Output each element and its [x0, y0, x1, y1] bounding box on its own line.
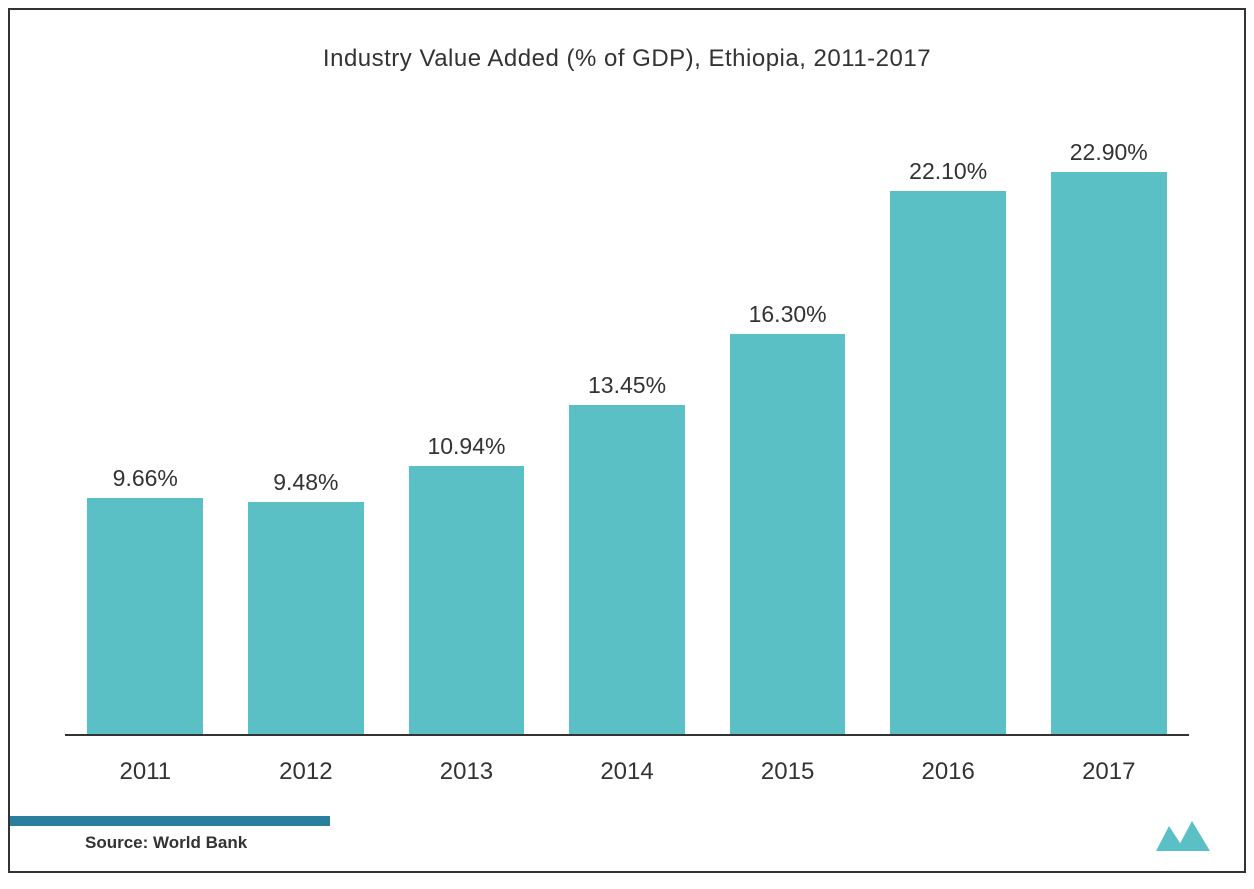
brand-logo [1154, 818, 1214, 853]
bar-group: 13.45% [547, 120, 708, 736]
bar-2012 [248, 502, 364, 736]
logo-icon [1154, 818, 1214, 853]
bars-wrapper: 9.66% 9.48% 10.94% 13.45% 16.30% 22.10% [65, 120, 1189, 736]
bar-2013 [409, 466, 525, 736]
x-axis [65, 734, 1189, 736]
bar-label: 22.10% [909, 158, 987, 185]
bar-2017 [1051, 172, 1167, 736]
source-text: Source: World Bank [85, 833, 247, 853]
x-label: 2016 [868, 758, 1029, 786]
x-label: 2012 [226, 758, 387, 786]
x-axis-labels: 2011 2012 2013 2014 2015 2016 2017 [65, 758, 1189, 786]
bar-label: 9.66% [113, 465, 178, 492]
bar-label: 9.48% [273, 469, 338, 496]
bar-2011 [87, 498, 203, 736]
bar-group: 22.90% [1028, 120, 1189, 736]
bar-label: 16.30% [749, 301, 827, 328]
x-label: 2017 [1028, 758, 1189, 786]
bar-2014 [569, 405, 685, 736]
bar-group: 16.30% [707, 120, 868, 736]
x-label: 2015 [707, 758, 868, 786]
bar-2015 [730, 334, 846, 736]
bar-group: 9.48% [226, 120, 387, 736]
bar-2016 [890, 191, 1006, 736]
bar-group: 10.94% [386, 120, 547, 736]
bar-label: 13.45% [588, 372, 666, 399]
x-label: 2014 [547, 758, 708, 786]
x-label: 2011 [65, 758, 226, 786]
x-label: 2013 [386, 758, 547, 786]
bar-label: 10.94% [427, 433, 505, 460]
chart-container: Industry Value Added (% of GDP), Ethiopi… [8, 8, 1246, 873]
bar-group: 22.10% [868, 120, 1029, 736]
footer-accent-bar [10, 816, 330, 826]
plot-area: 9.66% 9.48% 10.94% 13.45% 16.30% 22.10% [65, 120, 1189, 736]
bar-group: 9.66% [65, 120, 226, 736]
bar-label: 22.90% [1070, 139, 1148, 166]
chart-title: Industry Value Added (% of GDP), Ethiopi… [10, 10, 1244, 73]
